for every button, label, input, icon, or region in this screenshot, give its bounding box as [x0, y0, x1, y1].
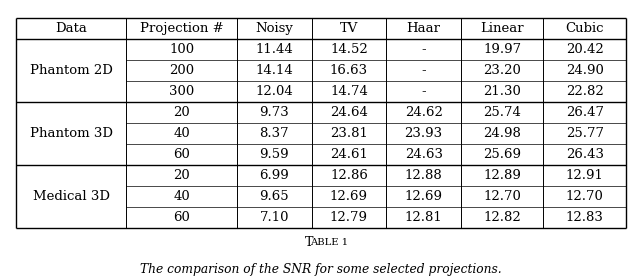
Text: 22.82: 22.82 [566, 85, 604, 98]
Text: ABLE 1: ABLE 1 [310, 238, 348, 247]
Text: 12.69: 12.69 [330, 190, 368, 203]
Text: 12.91: 12.91 [566, 169, 604, 182]
Text: 40: 40 [173, 190, 190, 203]
Text: 12.70: 12.70 [566, 190, 604, 203]
Text: 11.44: 11.44 [255, 43, 293, 56]
Text: 12.70: 12.70 [483, 190, 521, 203]
Text: 8.37: 8.37 [259, 127, 289, 140]
Text: Phantom 2D: Phantom 2D [29, 64, 113, 77]
Text: 24.61: 24.61 [330, 148, 368, 161]
Text: 23.20: 23.20 [483, 64, 521, 77]
Text: -: - [421, 64, 426, 77]
Text: -: - [421, 85, 426, 98]
Text: 12.69: 12.69 [404, 190, 443, 203]
Text: 6.99: 6.99 [259, 169, 289, 182]
Text: 23.93: 23.93 [404, 127, 443, 140]
Text: Noisy: Noisy [255, 22, 293, 35]
Text: Linear: Linear [481, 22, 524, 35]
Text: 25.69: 25.69 [483, 148, 521, 161]
Text: 25.74: 25.74 [483, 106, 521, 119]
Text: 7.10: 7.10 [259, 211, 289, 224]
Text: 9.73: 9.73 [259, 106, 289, 119]
Text: 14.74: 14.74 [330, 85, 368, 98]
Text: 14.52: 14.52 [330, 43, 368, 56]
Text: TV: TV [340, 22, 358, 35]
Text: The comparison of the SNR for some selected projections.: The comparison of the SNR for some selec… [140, 262, 502, 276]
Text: 24.90: 24.90 [566, 64, 604, 77]
Text: 12.88: 12.88 [404, 169, 442, 182]
Text: 25.77: 25.77 [566, 127, 604, 140]
Text: 12.79: 12.79 [330, 211, 368, 224]
Text: 12.04: 12.04 [255, 85, 293, 98]
Text: 24.62: 24.62 [404, 106, 443, 119]
Text: 20: 20 [173, 106, 190, 119]
Text: 12.83: 12.83 [566, 211, 604, 224]
Text: 26.43: 26.43 [566, 148, 604, 161]
Text: Medical 3D: Medical 3D [33, 190, 109, 203]
Text: Data: Data [55, 22, 87, 35]
Text: 20.42: 20.42 [566, 43, 604, 56]
Text: Haar: Haar [406, 22, 441, 35]
Text: Projection #: Projection # [140, 22, 223, 35]
Text: 12.81: 12.81 [404, 211, 442, 224]
Text: 21.30: 21.30 [483, 85, 521, 98]
Text: 24.63: 24.63 [404, 148, 443, 161]
Text: 12.89: 12.89 [483, 169, 521, 182]
Text: 14.14: 14.14 [255, 64, 293, 77]
Text: 24.64: 24.64 [330, 106, 368, 119]
Text: 300: 300 [169, 85, 194, 98]
Text: 26.47: 26.47 [566, 106, 604, 119]
Text: 60: 60 [173, 148, 190, 161]
Text: 19.97: 19.97 [483, 43, 522, 56]
Text: 9.65: 9.65 [259, 190, 289, 203]
Text: 12.86: 12.86 [330, 169, 368, 182]
Text: 100: 100 [169, 43, 194, 56]
Text: 40: 40 [173, 127, 190, 140]
Text: 20: 20 [173, 169, 190, 182]
Text: 23.81: 23.81 [330, 127, 368, 140]
Text: 200: 200 [169, 64, 194, 77]
Text: 9.59: 9.59 [259, 148, 289, 161]
Text: Phantom 3D: Phantom 3D [29, 127, 113, 140]
Text: 16.63: 16.63 [330, 64, 368, 77]
Text: 60: 60 [173, 211, 190, 224]
Text: -: - [421, 43, 426, 56]
Text: 24.98: 24.98 [483, 127, 521, 140]
Text: Cubic: Cubic [566, 22, 604, 35]
Text: T: T [305, 236, 314, 250]
Text: 12.82: 12.82 [483, 211, 521, 224]
